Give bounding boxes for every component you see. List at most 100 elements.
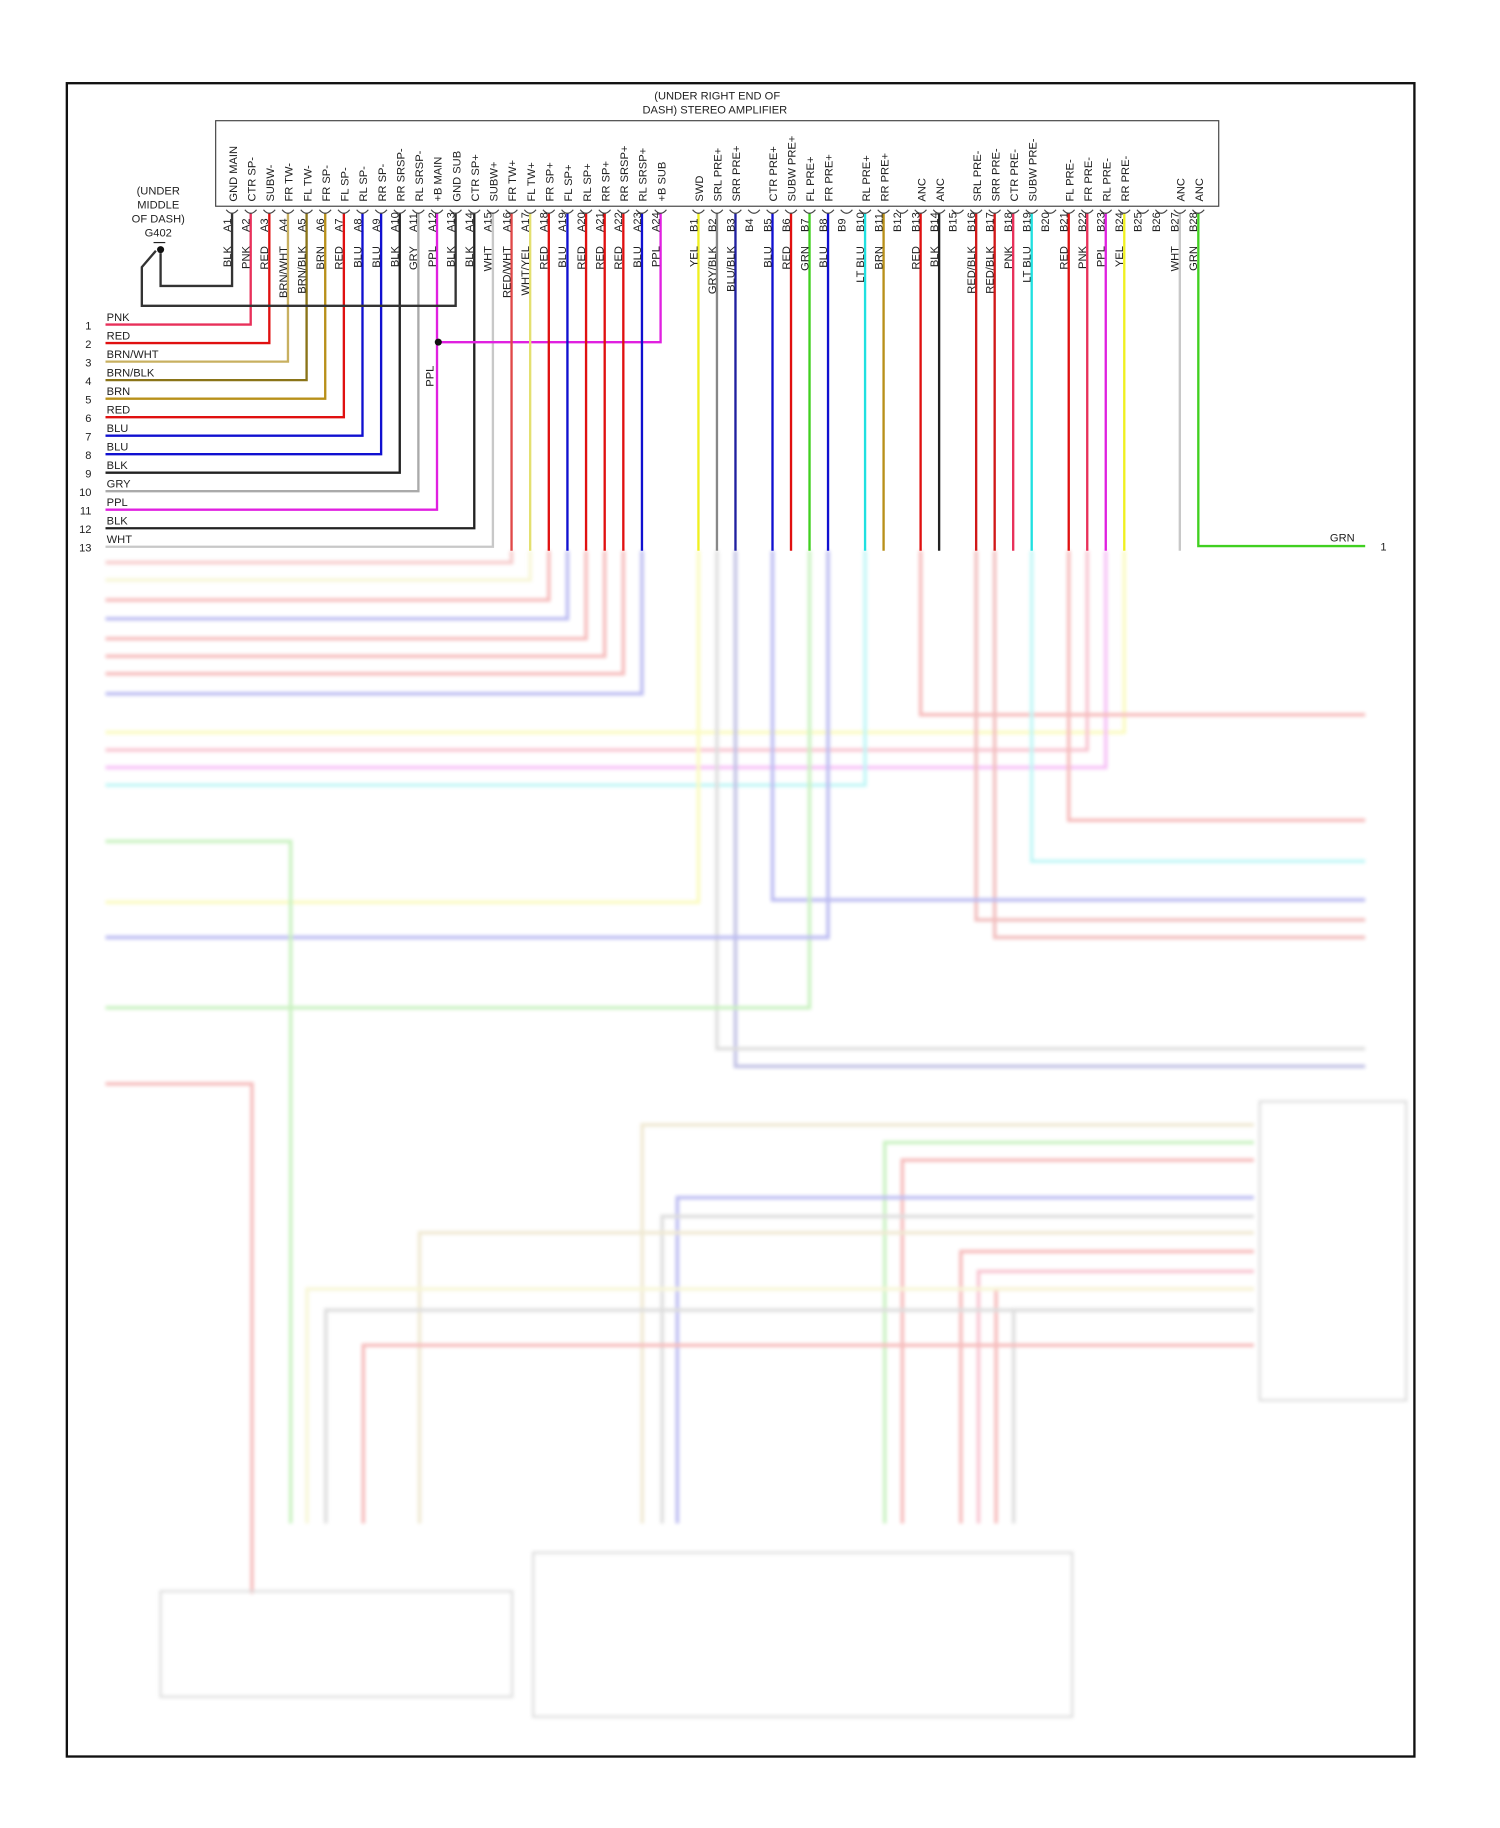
amplifier-title-line2: DASH) STEREO AMPLIFIER — [643, 105, 788, 117]
wire-color-A23: BLU — [632, 246, 644, 268]
pin-terminal-A18 — [542, 209, 556, 214]
wire-color-B18: PNK — [1003, 245, 1015, 268]
wire-color-A2: PNK — [241, 245, 253, 268]
pin-function-A22: RR SRSP+ — [619, 146, 631, 202]
pin-number-B23: B23 — [1096, 212, 1108, 232]
wire-color-B14: BLK — [929, 246, 941, 268]
pin-terminal-B7 — [803, 209, 816, 214]
pin-function-A23: RL SRSP+ — [638, 148, 650, 202]
faded-component-box — [532, 1551, 1074, 1718]
pin-number-B8: B8 — [818, 218, 830, 232]
pin-function-B22: FR PRE- — [1083, 157, 1095, 202]
pin-number-A17: A17 — [520, 212, 532, 232]
pin-terminal-B21 — [1062, 209, 1076, 214]
pin-function-B2: SRL PRE+ — [713, 148, 725, 202]
faded-wire — [105, 550, 626, 676]
wire-color-A3: RED — [259, 246, 271, 270]
pin-terminal-B25 — [1136, 209, 1150, 214]
wire-color-A1: BLK — [222, 246, 234, 268]
pin-terminal-B12 — [895, 209, 909, 214]
pin-terminal-A8 — [356, 209, 369, 214]
faded-wire — [974, 550, 1366, 922]
pin-number-A20: A20 — [576, 212, 588, 232]
pin-function-A21: RR SP+ — [600, 161, 612, 202]
wire-color-A16: RED/WHT — [501, 246, 513, 298]
pin-terminal-A15 — [486, 209, 500, 214]
wire-A10 — [105, 213, 401, 474]
wire-color-B8: BLU — [818, 246, 830, 268]
wire-A12 — [105, 213, 439, 511]
faded-wire — [770, 550, 1366, 902]
wire-A4 — [105, 213, 290, 363]
faded-component-box — [159, 1590, 514, 1698]
diagram-frame — [65, 82, 1416, 1758]
pin-number-A6: A6 — [315, 218, 327, 232]
pin-number-A5: A5 — [296, 218, 308, 232]
wire-A5 — [105, 213, 308, 382]
pin-number-B19: B19 — [1022, 212, 1034, 232]
wire-color-A17: WHT/YEL — [520, 246, 532, 295]
wire-A7 — [105, 213, 346, 419]
pin-number-B9: B9 — [836, 218, 848, 232]
faded-wire — [1011, 1308, 1254, 1524]
pin-function-A16: FR TW+ — [507, 160, 519, 202]
wire-color-A6: BRN — [315, 246, 327, 270]
faded-wire — [918, 550, 1366, 717]
pin-function-B24: RR PRE- — [1120, 156, 1132, 202]
pin-function-B7: FL PRE+ — [805, 157, 817, 202]
wire-color-B23: PPL — [1096, 246, 1108, 267]
pin-terminal-A22 — [617, 209, 630, 214]
pin-number-B7: B7 — [799, 218, 811, 232]
ground-icon — [153, 241, 166, 254]
pin-number-A19: A19 — [557, 212, 569, 232]
pin-function-A18: FR SP+ — [544, 162, 556, 201]
wire-color-A24: PPL — [650, 246, 662, 267]
pin-number-A21: A21 — [595, 212, 607, 232]
pin-terminal-A11 — [412, 209, 425, 214]
faded-wire — [305, 1287, 1254, 1524]
pin-terminal-A1 — [225, 209, 239, 214]
pin-function-A2: CTR SP- — [246, 157, 258, 202]
faded-wire — [105, 550, 644, 696]
pin-function-B19: SUBW PRE- — [1027, 138, 1039, 201]
faded-wire — [733, 550, 1366, 1069]
pin-terminal-A7 — [337, 209, 351, 214]
pin-terminal-B20 — [1043, 209, 1057, 214]
faded-wire — [105, 550, 1108, 770]
pin-terminal-A21 — [598, 209, 612, 214]
pin-number-A24: A24 — [650, 212, 662, 232]
harness-wire-label: GRY — [107, 479, 131, 491]
harness-wire-label: BLK — [107, 516, 129, 528]
pin-terminal-B24 — [1117, 209, 1131, 214]
wire-color-A10: BLK — [390, 246, 402, 268]
pin-terminal-B19 — [1025, 209, 1039, 214]
wire-color-A20: RED — [576, 246, 588, 269]
pin-terminal-A9 — [374, 209, 388, 214]
faded-wire — [675, 1195, 1254, 1524]
faded-wire — [105, 550, 607, 658]
pin-terminal-A17 — [523, 209, 537, 214]
pin-number-A7: A7 — [334, 218, 346, 232]
wire-color-A8: BLU — [352, 246, 364, 268]
wire-A15 — [105, 213, 495, 548]
pin-function-A1: GND MAIN — [228, 146, 240, 202]
pin-number-B4: B4 — [744, 218, 756, 232]
harness-pin-number: 2 — [85, 339, 91, 351]
wire-color-A5: BRN/BLK — [296, 245, 308, 293]
faded-wire — [994, 1287, 1254, 1524]
pin-function-B5: CTR PRE+ — [768, 146, 780, 201]
pin-terminal-B11 — [877, 209, 890, 214]
faded-wire — [324, 1308, 1254, 1524]
wire-color-B28: GRN — [1188, 246, 1200, 271]
pin-terminal-A10 — [393, 209, 407, 214]
pin-function-B18: CTR PRE- — [1009, 149, 1021, 202]
pin-terminal-B22 — [1080, 209, 1094, 214]
pin-number-B27: B27 — [1170, 212, 1182, 232]
pin-function-B16: SRL PRE- — [972, 150, 984, 201]
wire-color-B24: YEL — [1114, 246, 1126, 267]
pin-number-A16: A16 — [501, 212, 513, 232]
faded-wire — [417, 1230, 1254, 1524]
pin-number-A14: A14 — [464, 212, 476, 232]
pin-terminal-B3 — [729, 209, 742, 214]
